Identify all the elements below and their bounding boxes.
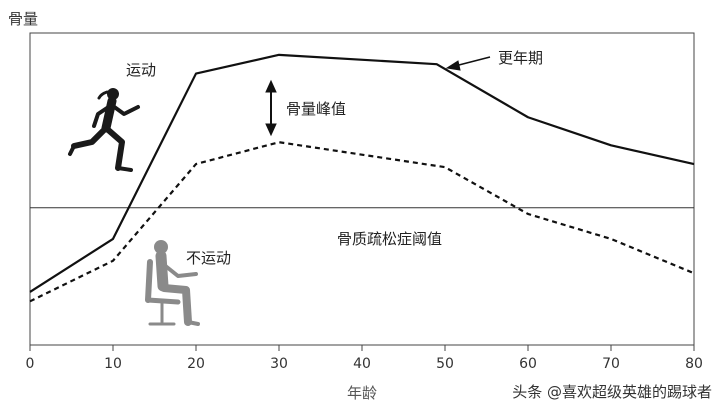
peak-label: 骨量峰值: [286, 100, 346, 118]
x-tick-label: 70: [602, 356, 620, 372]
x-tick-label: 20: [187, 356, 205, 372]
x-tick-label: 50: [436, 356, 454, 372]
x-axis-label: 年龄: [347, 384, 377, 402]
series-label-exercise: 运动: [126, 61, 156, 79]
x-tick-label: 10: [104, 356, 122, 372]
series-line-no-exercise: [29, 141, 695, 303]
series-group: [29, 53, 695, 303]
series-label-no-exercise: 不运动: [186, 249, 231, 267]
threshold-label: 骨质疏松症阈值: [337, 230, 442, 248]
sitting-person-icon: [145, 240, 200, 326]
x-tick-label: 0: [26, 356, 35, 372]
x-tick-label: 40: [353, 356, 371, 372]
running-woman-icon: [68, 88, 140, 172]
y-axis-label: 骨量: [8, 10, 38, 28]
x-tick-label: 30: [270, 356, 288, 372]
x-tick-label: 60: [519, 356, 537, 372]
peak-double-arrow: [265, 79, 277, 137]
x-tick-label: 80: [685, 356, 703, 372]
watermark: 头条 @喜欢超级英雄的踢球者: [512, 383, 712, 401]
menopause-arrow: [445, 56, 491, 71]
plot-frame: [29, 32, 695, 346]
series-line-exercise: [29, 53, 695, 293]
x-axis-ticks: 0 10 20 30 40 50 60 70 80: [26, 345, 703, 372]
menopause-label: 更年期: [498, 49, 543, 67]
